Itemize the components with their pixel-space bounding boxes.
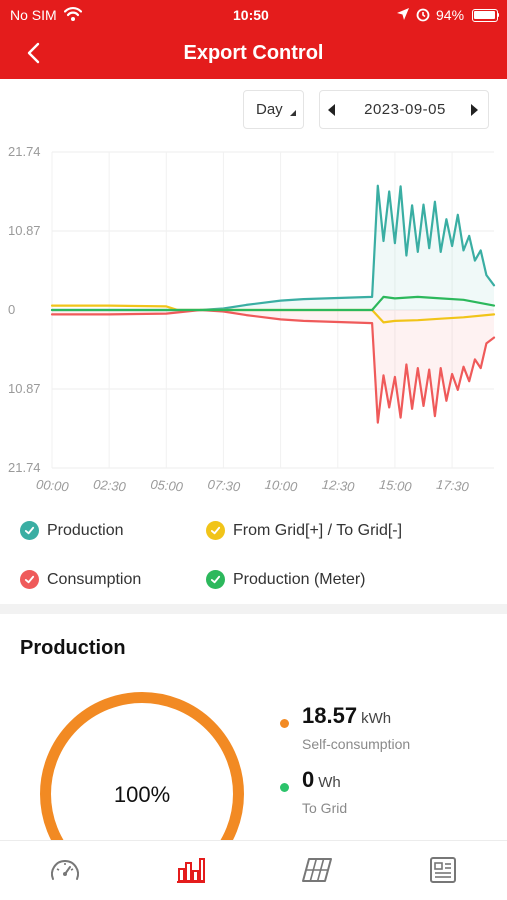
legend-label: Consumption [47,570,142,588]
legend-item-production-meter[interactable]: Production (Meter) [206,570,366,589]
stat-label: To Grid [302,800,348,816]
solar-panel-icon [302,858,332,882]
page-title: Export Control [183,42,324,64]
export-chart[interactable]: 21.74 10.87 0 10.87 21.74 00:00 02:30 05:00 07:3… [0,140,507,500]
stat-unit: kWh [361,710,392,727]
previous-date-button[interactable] [328,104,335,116]
back-button[interactable] [18,38,48,68]
alarm-icon [415,7,431,26]
legend-label: Production [47,521,124,539]
bottom-tab-bar [0,840,507,900]
checkmark-icon [20,521,39,540]
date-picker: 2023-09-05 [319,90,489,129]
series-area [52,185,494,310]
stat-value: 18.57 [302,703,358,728]
series-area [52,310,494,423]
tab-devices[interactable] [297,853,337,887]
tab-reports[interactable] [423,853,463,887]
x-tick-label: 05:00 [150,477,184,495]
tab-statistics[interactable] [171,853,211,887]
y-tick-label: 10.87 [8,223,41,238]
stat-label: Self-consumption [302,736,411,752]
chevron-left-icon [27,42,40,64]
checkmark-icon [206,570,225,589]
battery-icon [472,9,499,22]
legend-label: From Grid[+] / To Grid[-] [233,521,403,539]
stat-value: 0 [302,767,315,792]
y-tick-label: 10.87 [8,381,41,396]
chart-legend: Production From Grid[+] / To Grid[-] Con… [0,515,507,595]
period-select[interactable]: Day [243,90,304,129]
x-tick-label: 12:30 [321,477,355,495]
report-icon [430,857,456,883]
location-icon [396,7,410,24]
carrier-label: No SIM [10,7,57,23]
battery-percent: 94% [436,7,465,23]
chart-controls: Day 2023-09-05 [0,90,507,130]
header-bar: No SIM 10:50 94% Export Control [0,0,507,79]
dropdown-corner-icon [290,110,296,116]
x-tick-label: 00:00 [36,477,70,495]
legend-label: Production (Meter) [233,570,366,588]
series-line [50,295,496,312]
x-tick-label: 10:00 [264,477,298,495]
x-tick-label: 02:30 [93,477,127,495]
period-select-label: Day [256,101,283,118]
gauge-percent: 100% [113,782,171,807]
series-line [50,308,496,424]
tab-dashboard[interactable] [45,853,85,887]
stat-dot [280,783,289,792]
section-divider [0,604,507,614]
y-tick-label: 21.74 [8,460,41,475]
nav-bar: Export Control [0,34,507,74]
x-tick-label: 07:30 [207,477,241,495]
y-tick-label: 21.74 [8,144,41,159]
wifi-icon [63,6,83,25]
legend-item-production[interactable]: Production [20,521,124,540]
production-section-title: Production [20,637,126,659]
bar-chart-icon [177,858,205,883]
stat-dot [280,719,289,728]
legend-item-consumption[interactable]: Consumption [20,570,141,589]
checkmark-icon [206,521,225,540]
status-time: 10:50 [233,7,269,23]
y-tick-label: 0 [8,302,15,317]
stat-unit: Wh [318,774,341,791]
x-tick-label: 17:30 [436,477,470,495]
x-tick-label: 15:00 [378,477,412,495]
checkmark-icon [20,570,39,589]
speedometer-icon [51,860,79,880]
status-bar: No SIM 10:50 94% [0,6,507,26]
next-date-button[interactable] [471,104,478,116]
series-line [50,184,496,312]
date-label[interactable]: 2023-09-05 [364,101,446,118]
legend-item-grid[interactable]: From Grid[+] / To Grid[-] [206,521,402,540]
